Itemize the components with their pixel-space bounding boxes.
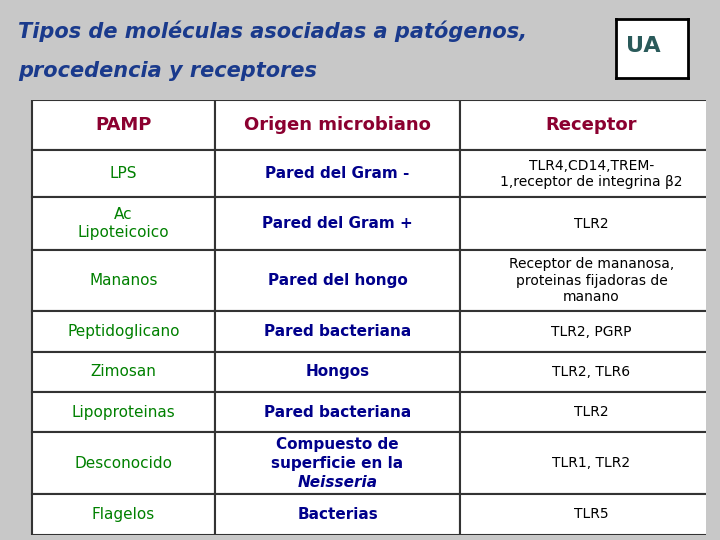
Bar: [460, 392, 720, 433]
Bar: [215, 433, 460, 494]
Text: TLR2, PGRP: TLR2, PGRP: [552, 325, 632, 339]
Bar: [460, 249, 720, 312]
Bar: [460, 150, 720, 198]
Text: Receptor de mananosa,
proteinas fijadoras de
manano: Receptor de mananosa, proteinas fijadora…: [509, 257, 674, 303]
Text: Desconocido: Desconocido: [74, 456, 172, 471]
Bar: [32, 312, 215, 352]
Text: UA: UA: [626, 36, 660, 56]
Bar: [460, 198, 720, 249]
Bar: [215, 392, 460, 433]
Text: Pared bacteriana: Pared bacteriana: [264, 405, 411, 420]
Text: Lipoproteinas: Lipoproteinas: [71, 405, 175, 420]
Bar: [460, 100, 720, 150]
Bar: [215, 312, 460, 352]
Text: TLR2: TLR2: [575, 406, 609, 419]
Text: procedencia y receptores: procedencia y receptores: [18, 62, 317, 82]
Text: TLR4,CD14,TREM-
1,receptor de integrina β2: TLR4,CD14,TREM- 1,receptor de integrina …: [500, 159, 683, 189]
Bar: [460, 494, 720, 535]
Text: Peptidoglicano: Peptidoglicano: [67, 324, 179, 339]
Bar: [460, 352, 720, 392]
Bar: [460, 433, 720, 494]
Bar: [215, 352, 460, 392]
Bar: [215, 150, 460, 198]
Text: superficie en la: superficie en la: [271, 456, 404, 471]
Text: TLR1, TLR2: TLR1, TLR2: [552, 456, 631, 470]
Bar: [32, 198, 215, 249]
Text: Neisseria: Neisseria: [297, 475, 377, 490]
Text: Zimosan: Zimosan: [90, 364, 156, 380]
Text: TLR5: TLR5: [575, 508, 609, 522]
Text: Ac
Lipoteicoico: Ac Lipoteicoico: [78, 207, 169, 240]
Bar: [215, 100, 460, 150]
Text: Hongos: Hongos: [305, 364, 369, 380]
Text: Bacterias: Bacterias: [297, 507, 378, 522]
Bar: [32, 249, 215, 312]
Text: Flagelos: Flagelos: [91, 507, 155, 522]
Text: Tipos de moléculas asociadas a patógenos,: Tipos de moléculas asociadas a patógenos…: [18, 21, 527, 42]
Text: TLR2, TLR6: TLR2, TLR6: [552, 365, 631, 379]
Text: Pared del Gram -: Pared del Gram -: [266, 166, 410, 181]
Bar: [460, 312, 720, 352]
Text: PAMP: PAMP: [95, 116, 151, 134]
Text: Receptor: Receptor: [546, 116, 637, 134]
Text: Pared del hongo: Pared del hongo: [268, 273, 408, 288]
Bar: [32, 100, 215, 150]
Bar: [32, 352, 215, 392]
Bar: [32, 494, 215, 535]
Text: Pared del Gram +: Pared del Gram +: [262, 216, 413, 231]
Bar: [32, 433, 215, 494]
Bar: [215, 198, 460, 249]
Text: Origen microbiano: Origen microbiano: [244, 116, 431, 134]
Bar: [215, 249, 460, 312]
Bar: [215, 494, 460, 535]
Bar: [32, 392, 215, 433]
Text: Compuesto de: Compuesto de: [276, 437, 399, 452]
Text: Pared bacteriana: Pared bacteriana: [264, 324, 411, 339]
Text: Mananos: Mananos: [89, 273, 158, 288]
Text: LPS: LPS: [109, 166, 137, 181]
Bar: [32, 150, 215, 198]
Text: TLR2: TLR2: [575, 217, 609, 231]
